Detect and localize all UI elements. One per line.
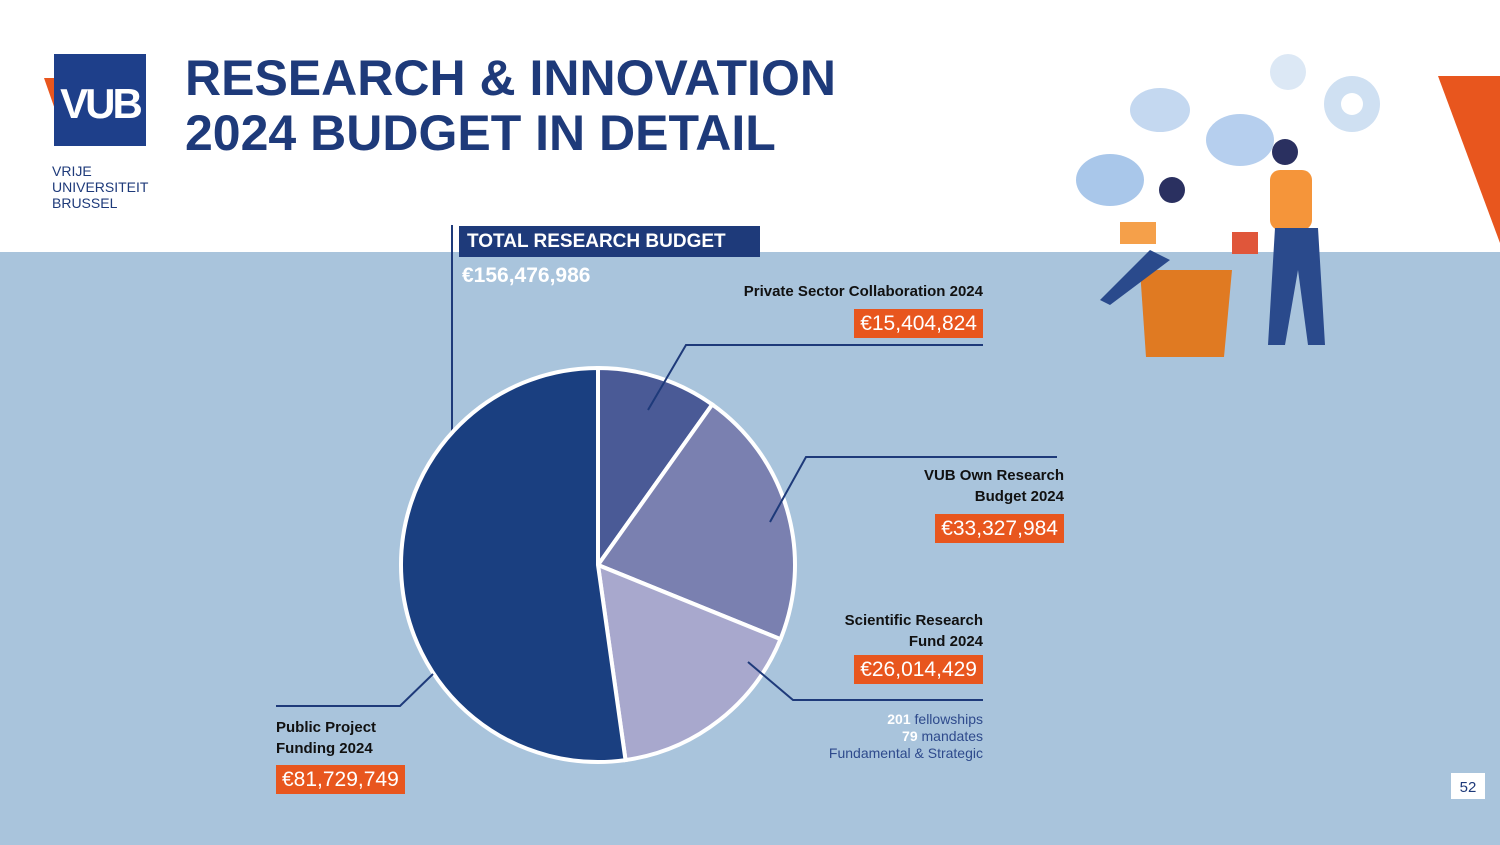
category-label: VUB Own Research Budget 2024 [923,467,1064,505]
logo-box [54,54,146,146]
value-label: €33,327,984 [935,514,1064,543]
note-text: fellowships [914,711,983,727]
leader-line [769,456,1057,523]
note-count: 79 [902,728,918,744]
university-name: UNIVERSITEIT [52,179,149,195]
category-label: Private Sector Collaboration 2024 [743,283,983,300]
page-number-box [1451,773,1485,799]
university-name: VRIJE [52,163,92,179]
pie-slice [596,365,716,572]
value-label: €81,729,749 [276,765,405,794]
total-box [459,226,760,257]
page-number: 52 [1460,779,1477,796]
leader-line [276,673,434,707]
total-value: €156,476,986 [462,264,590,287]
logo-text: VUB [60,80,141,127]
leader-line [747,661,983,701]
note-count: 201 [887,711,911,727]
notes: 201 fellowships 79 mandates Fundamental … [829,711,983,762]
value-label: €15,404,824 [854,309,983,338]
category-label: Public Project Funding 2024 [276,719,377,757]
note: 201 fellowships [829,711,983,728]
title: 2024 BUDGET IN DETAIL [185,105,776,161]
category-label: Scientific Research Fund 2024 [844,612,983,650]
leader-line [647,344,983,411]
pie-slice [594,401,797,642]
note: 79 mandates [829,728,983,745]
decoration [1438,76,1500,243]
pie-slice [399,365,628,764]
pie-slice [595,561,784,763]
illustration [1076,54,1380,357]
title: RESEARCH & INNOVATION [185,50,836,106]
university-name: BRUSSEL [52,195,118,211]
note-text: mandates [921,728,983,744]
note-text: Fundamental & Strategic [828,745,983,761]
value-label: €26,014,429 [854,655,983,684]
total-title: TOTAL RESEARCH BUDGET [467,231,726,252]
